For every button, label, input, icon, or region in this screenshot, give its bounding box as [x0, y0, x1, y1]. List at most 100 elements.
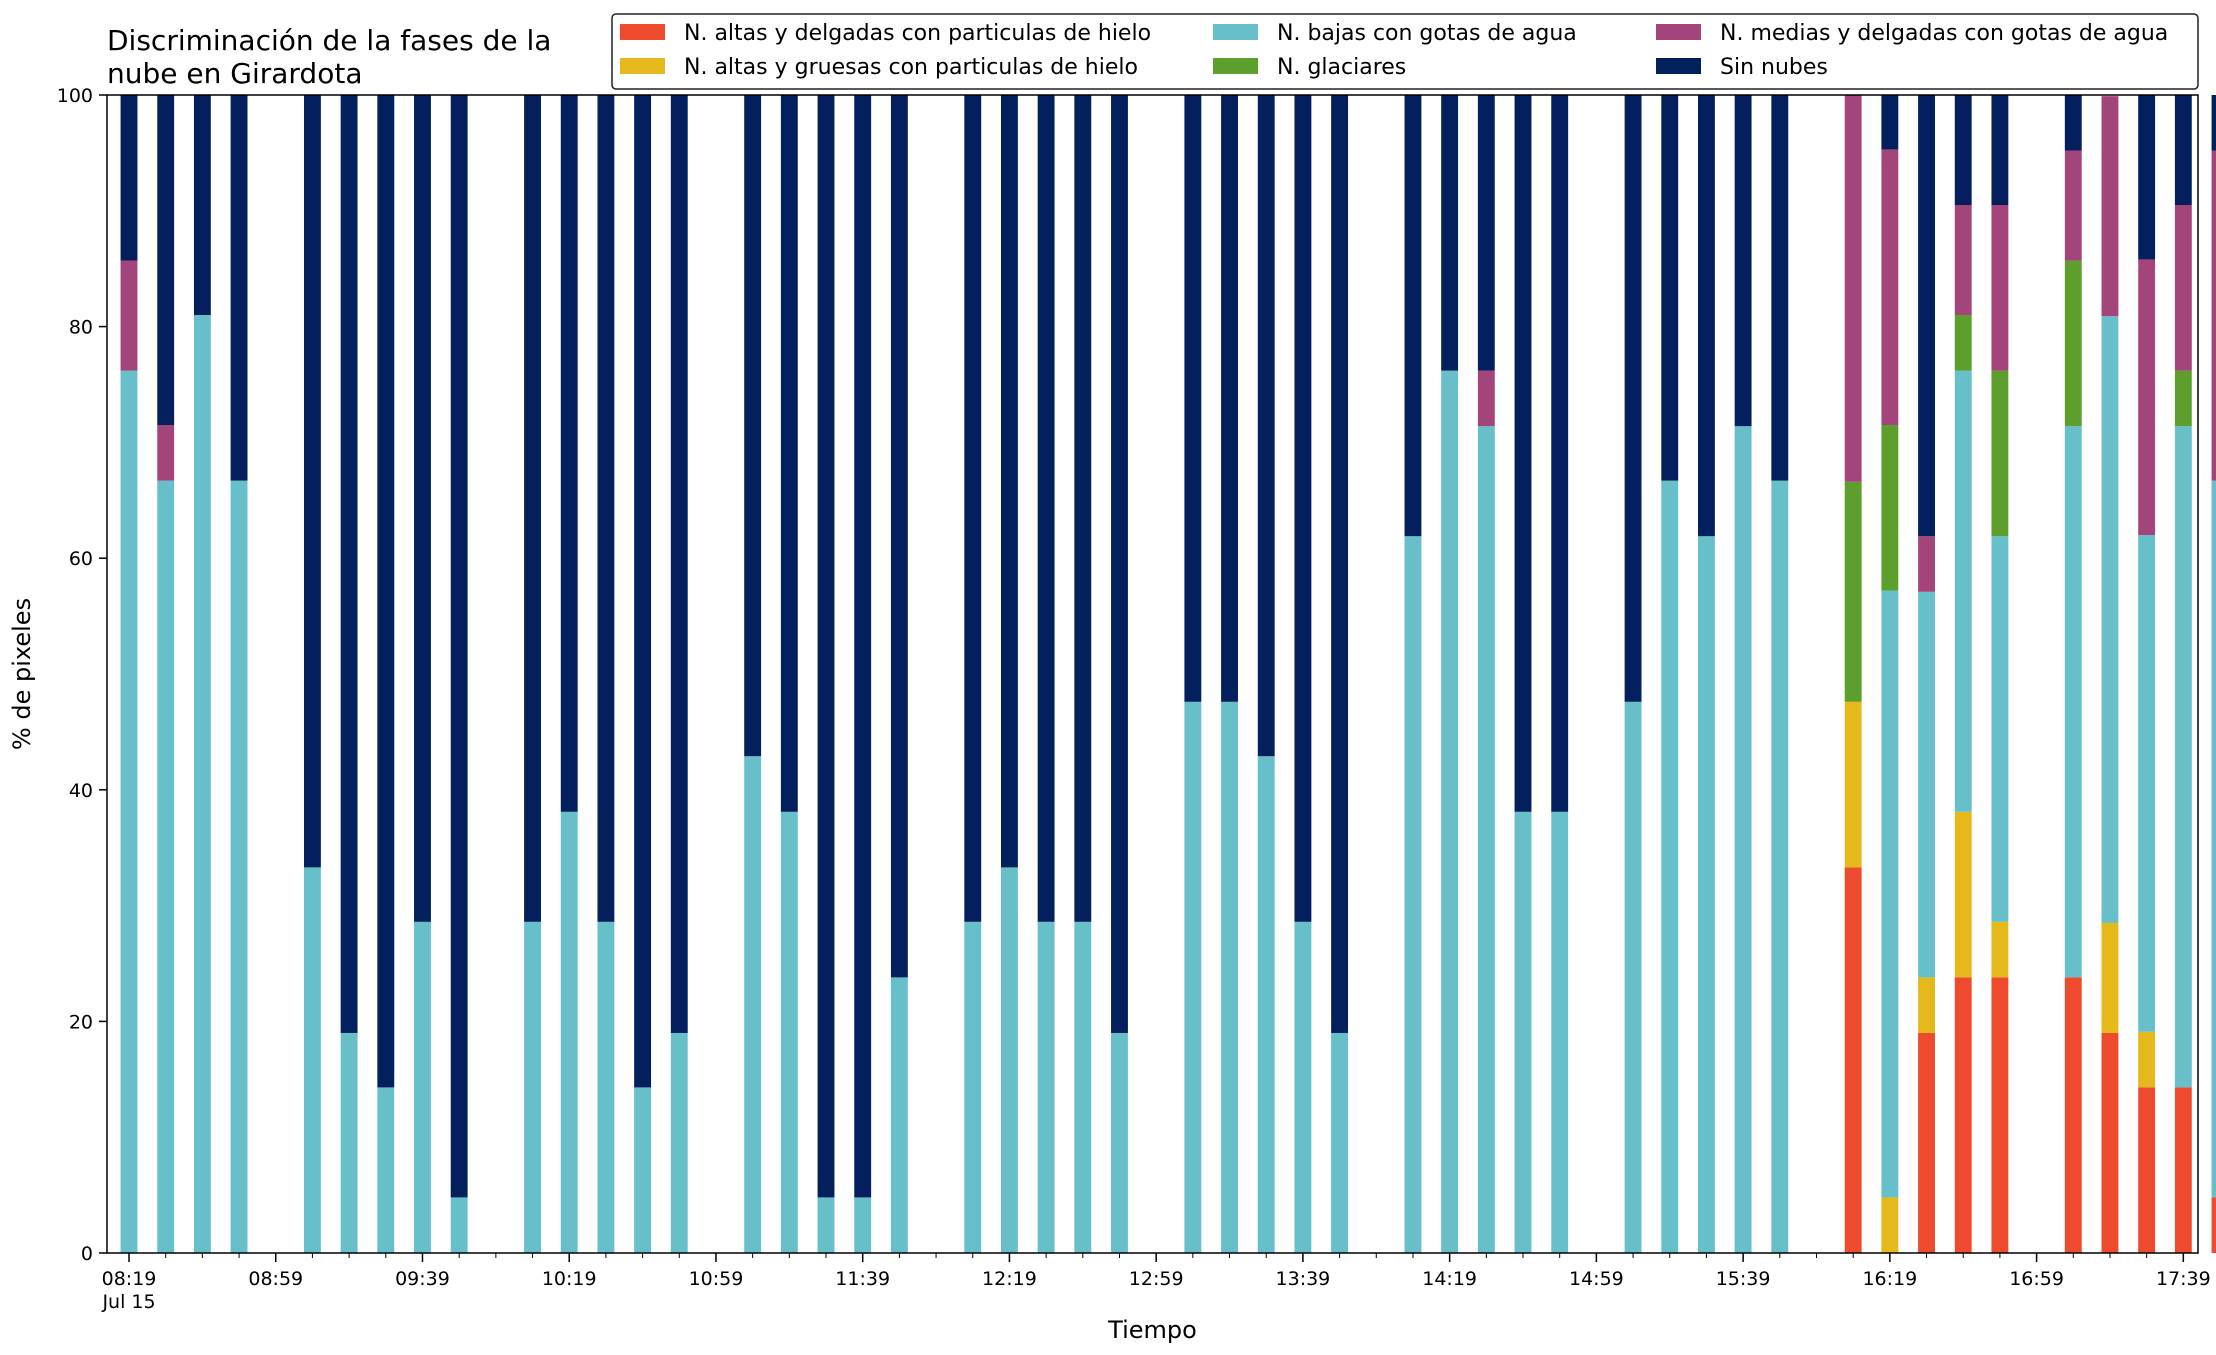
bar-segment [1991, 205, 2009, 371]
y-tick-label: 80 [69, 317, 93, 339]
bar-segment [2174, 426, 2192, 1088]
bar-segment [120, 95, 138, 261]
bar-segment [560, 811, 578, 1253]
bar-segment [670, 1032, 688, 1253]
bar-segment [597, 921, 615, 1253]
x-tick-label: 10:59 [689, 1268, 744, 1290]
bar-segment [303, 95, 321, 868]
bar-segment [1000, 95, 1018, 868]
x-tick-label: 11:39 [835, 1268, 890, 1290]
bar-segment [2174, 1087, 2192, 1253]
legend-label: N. glaciares [1277, 55, 1406, 80]
bar-segment [2138, 95, 2156, 260]
bar-segment [120, 370, 138, 1253]
bar-segment [744, 95, 762, 757]
bar-segment [1661, 95, 1679, 481]
bar-segment [1881, 425, 1899, 591]
bar-segment [1918, 591, 1935, 978]
bar-segment [1624, 701, 1642, 1253]
bar-segment [1037, 95, 1055, 922]
bar-segment [2138, 259, 2156, 536]
bar-segment [1037, 921, 1055, 1253]
y-axis-label: % de pixeles [8, 598, 36, 750]
x-tick-label: 15:39 [1716, 1268, 1771, 1290]
bar-segment [1734, 95, 1752, 427]
bar-segment [1991, 370, 2009, 537]
bar-segment [1954, 315, 1972, 371]
bar-segment [2064, 426, 2082, 978]
bar-segment [1991, 95, 2009, 206]
bar-segment [1184, 95, 1202, 702]
bar-segment [2138, 1031, 2156, 1088]
bar-segment [1954, 205, 1972, 316]
bar-segment [1000, 867, 1018, 1253]
x-tick-label: 13:39 [1276, 1268, 1331, 1290]
bar-segment [1881, 95, 1899, 150]
bar-segment [1918, 536, 1935, 592]
bar-segment [817, 1197, 835, 1253]
bar-segment [964, 921, 982, 1253]
bar-segment [157, 480, 175, 1253]
bar-segment [1441, 95, 1459, 371]
legend-box [611, 13, 2199, 90]
bar-segment [964, 95, 982, 922]
bar-segment [1331, 95, 1349, 1033]
plot-frame [106, 94, 2199, 1254]
bar-segment [1991, 536, 2009, 922]
bar-segment [2211, 1197, 2216, 1253]
bar-segment [1551, 95, 1569, 812]
bar-segment [1111, 1032, 1128, 1253]
bar-segment [1844, 481, 1862, 702]
bar-segment [1221, 95, 1238, 702]
bar-segment [1697, 95, 1715, 537]
bar-segment [1331, 1032, 1349, 1253]
bar-segment [2174, 370, 2192, 427]
bar-segment [1918, 95, 1935, 537]
bar-segment [2101, 922, 2119, 1033]
bar-segment [1257, 756, 1275, 1253]
legend-label: N. altas y gruesas con particulas de hie… [684, 55, 1138, 80]
bar-segment [2064, 95, 2082, 151]
legend-swatch [620, 58, 665, 74]
x-tick-label: 14:59 [1569, 1268, 1624, 1290]
chart-title-line: Discriminación de la fases de la [107, 24, 551, 57]
chart-title-line: nube en Girardota [107, 57, 362, 90]
x-tick-label: 12:19 [982, 1268, 1037, 1290]
bar-segment [1294, 95, 1312, 922]
bar-segment [854, 1197, 872, 1253]
bar-segment [817, 95, 835, 1198]
legend-swatch [1213, 24, 1258, 40]
bar-segment [157, 95, 175, 426]
bar-segment [230, 480, 248, 1253]
y-tick-label: 60 [69, 548, 93, 570]
bar-segment [193, 95, 211, 316]
bar-segment [1221, 701, 1238, 1253]
bar-segment [340, 95, 358, 1033]
bar-segment [1404, 536, 1422, 1253]
bar-segment [157, 425, 175, 481]
x-tick-label: 08:19 [102, 1268, 157, 1290]
x-tick-label: 17:39 [2156, 1268, 2211, 1290]
bar-segment [1441, 370, 1459, 1253]
bar-segment [1881, 1197, 1899, 1253]
bar-segment [450, 95, 468, 1198]
bar-segment [1771, 95, 1789, 481]
bar-segment [340, 1032, 358, 1253]
bar-segment [1184, 701, 1202, 1253]
x-tick-label: 16:59 [2009, 1268, 2064, 1290]
bar-segment [1881, 149, 1899, 426]
bar-segment [1954, 811, 1972, 978]
bar-segment [1991, 977, 2009, 1253]
bar-segment [2174, 205, 2192, 371]
bar-segment [377, 1087, 395, 1253]
y-tick-label: 0 [81, 1243, 93, 1265]
bar-segment [2101, 96, 2119, 317]
legend-label: N. medias y delgadas con gotas de agua [1720, 21, 2168, 46]
bar-segment [1294, 921, 1312, 1253]
bar-segment [2138, 535, 2156, 1032]
bar-segment [634, 95, 652, 1088]
bar-segment [634, 1087, 652, 1253]
bar-segment [1771, 480, 1789, 1253]
legend-swatch [1656, 58, 1701, 74]
